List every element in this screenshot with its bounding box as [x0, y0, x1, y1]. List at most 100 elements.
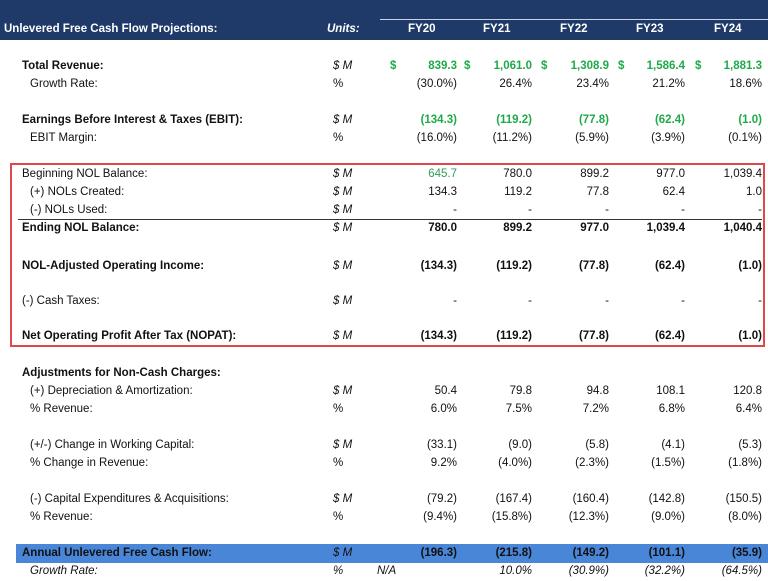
- year-header-fy24: FY24: [714, 23, 742, 35]
- table-row: (+) Depreciation & Amortization: $ M 50.4 7…: [0, 383, 768, 400]
- row-units: $ M: [333, 547, 353, 559]
- value-fy20: (16.0%): [416, 132, 457, 144]
- row-units: %: [333, 132, 344, 144]
- row-label: Ending NOL Balance:: [22, 222, 140, 234]
- table-row: Annual Unlevered Free Cash Flow: $ M (196.…: [0, 545, 768, 562]
- value-fy20: (196.3): [420, 547, 457, 559]
- value-fy23: (1.5%): [651, 457, 685, 469]
- row-units: %: [333, 511, 344, 523]
- value-fy21: 119.2: [504, 186, 532, 198]
- year-header-fy21: FY21: [483, 23, 511, 35]
- row-label: (-) NOLs Used:: [30, 204, 108, 216]
- value-fy22: 899.2: [580, 168, 609, 180]
- table-row: Growth Rate:% (30.0%) 26.4% 23.4% 21.2% 18.6%: [0, 76, 768, 93]
- table-row: NOL-Adjusted Operating Income: $ M (134.3)…: [0, 258, 768, 275]
- value-fy21: -: [528, 295, 532, 307]
- value-fy20: (9.4%): [423, 511, 457, 523]
- table-row: Ending NOL Balance: $ M 780.0 899.2 977.0 1,0…: [0, 220, 768, 237]
- value-fy23: (101.1): [648, 547, 685, 559]
- value-fy21: (9.0): [508, 439, 532, 451]
- row-units: $ M: [333, 260, 353, 272]
- value-fy20: 645.7: [428, 168, 457, 180]
- value-fy24: (1.0): [738, 260, 762, 272]
- row-units: $ M: [333, 493, 353, 505]
- value-fy22: 77.8: [586, 186, 609, 198]
- value-fy21: 899.2: [503, 222, 532, 234]
- value-fy23: -: [681, 204, 685, 216]
- table-row: Earnings Before Interest & Taxes (EBIT):…: [0, 112, 768, 129]
- value-fy21: (15.8%): [491, 511, 532, 523]
- value-fy20: -: [453, 204, 457, 216]
- row-units: $ M: [333, 330, 353, 342]
- value-fy20: (30.0%): [416, 78, 457, 90]
- value-fy22: (160.4): [572, 493, 609, 505]
- value-fy23: 977.0: [656, 168, 685, 180]
- row-units: $ M: [333, 168, 353, 180]
- value-fy20: 9.2%: [430, 457, 457, 469]
- nol-highlight-box: [10, 163, 765, 347]
- row-label: Growth Rate:: [30, 565, 98, 577]
- value-fy24: (5.3): [738, 439, 762, 451]
- value-fy24: 120.8: [733, 385, 762, 397]
- row-label: (-) Capital Expenditures & Acquisitions:: [30, 493, 229, 505]
- value-fy23: 1,039.4: [646, 222, 685, 234]
- value-fy22: (2.3%): [575, 457, 609, 469]
- value-fy22: -: [605, 295, 609, 307]
- table-row: Growth Rate:% N/A 10.0% (30.9%) (32.2%) (64.5…: [0, 563, 768, 580]
- year-header-fy23: FY23: [636, 23, 664, 35]
- value-fy24: (1.0): [738, 114, 762, 126]
- table-row: (+) NOLs Created: $ M 134.3 119.2 77.8 62.4 1.…: [0, 184, 768, 201]
- value-fy21: 780.0: [503, 168, 532, 180]
- value-fy23: -: [681, 295, 685, 307]
- table-row: Total Revenue: $ M $839.3 $1,061.0 $1,308.9 $…: [0, 58, 768, 75]
- value-fy22: (149.2): [572, 547, 609, 559]
- units-header: Units:: [327, 23, 360, 35]
- value-fy22: (5.9%): [575, 132, 609, 144]
- value-fy20: 839.3: [428, 60, 457, 72]
- value-fy20: (33.1): [426, 439, 457, 451]
- value-fy23: 62.4: [662, 186, 685, 198]
- value-fy21: (167.4): [495, 493, 532, 505]
- row-label: % Revenue:: [30, 403, 93, 415]
- table-row: (-) NOLs Used: $ M - - - - -: [0, 202, 768, 219]
- value-fy22: (30.9%): [568, 565, 609, 577]
- value-fy21: 10.0%: [499, 565, 532, 577]
- value-fy23: (3.9%): [651, 132, 685, 144]
- value-fy21: (4.0%): [498, 457, 532, 469]
- row-label: NOL-Adjusted Operating Income:: [22, 260, 205, 272]
- value-fy21: 79.8: [509, 385, 532, 397]
- value-fy22: 23.4%: [576, 78, 609, 90]
- table-row: % Change in Revenue:% 9.2% (4.0%) (2.3%) (1.…: [0, 455, 768, 472]
- row-units: $ M: [333, 60, 353, 72]
- value-fy21: -: [528, 204, 532, 216]
- value-fy20: (134.3): [420, 330, 457, 342]
- row-label: Earnings Before Interest & Taxes (EBIT):: [22, 114, 243, 126]
- value-fy23: (142.8): [648, 493, 685, 505]
- value-fy20: -: [453, 295, 457, 307]
- row-label: EBIT Margin:: [30, 132, 97, 144]
- value-fy23: (4.1): [661, 439, 685, 451]
- value-fy22: 1,308.9: [570, 60, 609, 72]
- na-value: N/A: [377, 565, 397, 577]
- value-fy23: (62.4): [654, 330, 685, 342]
- value-fy20: 134.3: [428, 186, 457, 198]
- value-fy20: 50.4: [434, 385, 457, 397]
- row-units: $ M: [333, 222, 353, 234]
- year-header-fy20: FY20: [408, 23, 436, 35]
- row-units: %: [333, 403, 344, 415]
- row-label: Net Operating Profit After Tax (NOPAT):: [22, 330, 237, 342]
- value-fy21: (119.2): [496, 114, 532, 126]
- row-units: $ M: [333, 114, 353, 126]
- year-header-fy22: FY22: [560, 23, 588, 35]
- row-label: (+/-) Change in Working Capital:: [30, 439, 195, 451]
- row-units: %: [333, 457, 344, 469]
- row-units: $ M: [333, 385, 353, 397]
- value-fy23: 6.8%: [658, 403, 685, 415]
- row-label: Total Revenue:: [22, 60, 104, 72]
- table-row: Net Operating Profit After Tax (NOPAT): $…: [0, 328, 768, 345]
- row-label: % Change in Revenue:: [30, 457, 149, 469]
- value-fy22: (77.8): [578, 114, 609, 126]
- value-fy24: (1.0): [738, 330, 762, 342]
- value-fy23: 21.2%: [652, 78, 685, 90]
- ending-nol-divider: [18, 219, 762, 220]
